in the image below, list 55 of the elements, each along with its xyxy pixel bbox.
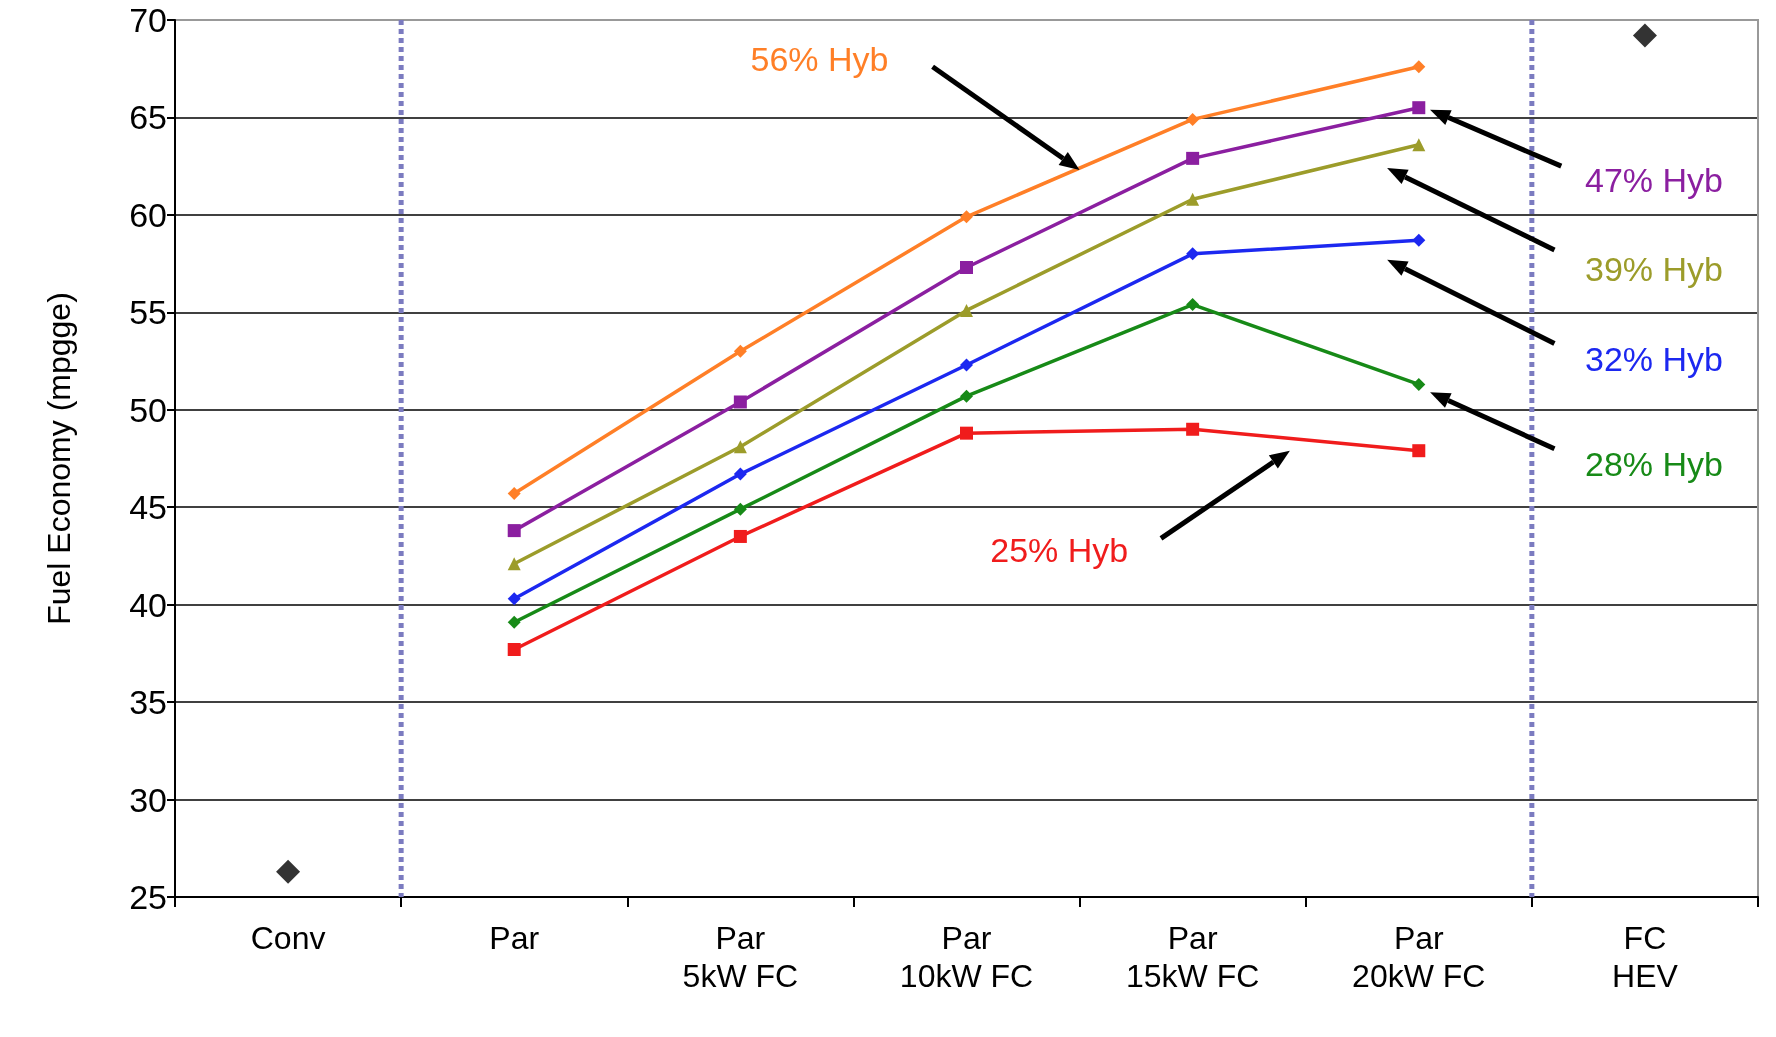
point	[1186, 151, 1200, 165]
point	[960, 358, 973, 372]
point	[507, 615, 521, 629]
point	[1186, 298, 1200, 312]
point	[1412, 101, 1426, 115]
text: 25% Hyb	[990, 531, 1129, 570]
y-tick-label: 30	[129, 780, 167, 819]
point	[1412, 60, 1426, 74]
point	[960, 210, 973, 224]
text: 28% Hyb	[1584, 445, 1723, 484]
point	[507, 524, 521, 538]
y-tick-label: 45	[129, 488, 167, 527]
point	[733, 440, 747, 454]
point	[960, 261, 973, 275]
point	[1412, 138, 1426, 152]
y-tick-label: 40	[129, 585, 167, 624]
y-axis-title: Fuel Economy (mpgge)	[41, 292, 77, 625]
text: 56% Hyb	[750, 39, 889, 78]
point	[507, 487, 521, 501]
point	[507, 592, 521, 606]
x-tick-label: Par	[489, 920, 540, 956]
y-tick-label: 55	[129, 293, 167, 332]
x-tick-label: Par 20kW FC	[1352, 920, 1486, 994]
point	[960, 389, 973, 403]
point	[1186, 247, 1200, 261]
x-tick-label: Par 15kW FC	[1125, 920, 1260, 994]
point	[1186, 192, 1200, 206]
y-tick-label: 60	[129, 195, 167, 234]
point	[733, 502, 747, 516]
y-tick-label: 65	[129, 98, 167, 137]
point	[733, 344, 747, 358]
point	[1186, 422, 1200, 436]
x-tick-label: Conv	[250, 920, 326, 956]
y-tick-label: 35	[129, 683, 167, 722]
point	[1412, 444, 1426, 458]
point	[960, 426, 973, 440]
y-tick-label: 25	[129, 878, 167, 916]
x-tick-label: Par 10kW FC	[899, 920, 1034, 994]
point	[1412, 233, 1426, 247]
y-tick-label: 70	[129, 1, 167, 39]
point	[960, 303, 973, 317]
text: 39% Hyb	[1584, 250, 1723, 289]
point	[733, 395, 747, 409]
point	[276, 859, 301, 884]
point	[1186, 112, 1200, 126]
point	[1412, 377, 1426, 391]
y-tick-label: 50	[129, 390, 167, 429]
point	[507, 557, 521, 571]
point	[507, 642, 521, 656]
text: 32% Hyb	[1584, 340, 1723, 379]
point	[733, 529, 747, 543]
text: 47% Hyb	[1584, 160, 1723, 199]
x-tick-label: FC HEV	[1612, 920, 1679, 994]
point	[733, 467, 747, 481]
x-tick-label: Par 5kW FC	[682, 920, 799, 994]
